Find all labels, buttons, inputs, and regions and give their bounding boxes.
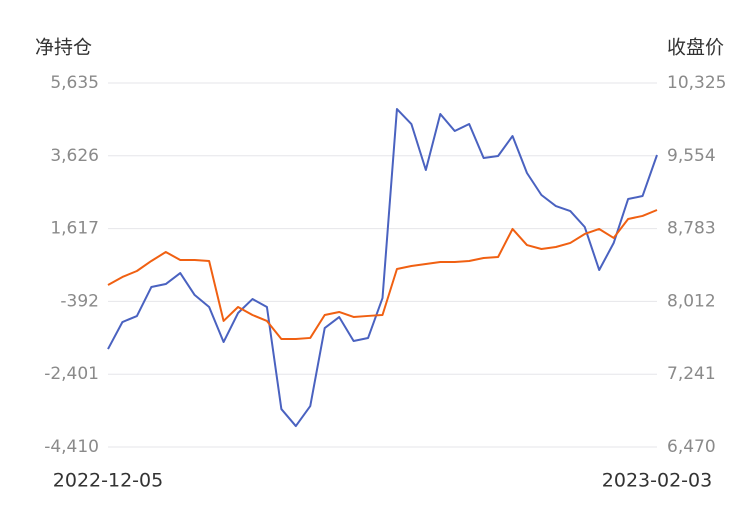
x-tick-label: 2023-02-03: [602, 470, 712, 492]
y-tick-label: -392: [60, 291, 99, 311]
y-axis-title: 净持仓: [35, 37, 92, 59]
y2-tick-label: 6,470: [667, 437, 716, 457]
y2-tick-label: 8,012: [667, 291, 716, 311]
x-tick-label: 2022-12-05: [53, 470, 163, 492]
y2-tick-label: 7,241: [667, 364, 716, 384]
y2-tick-label: 8,783: [667, 219, 716, 239]
y-tick-label: 5,635: [50, 73, 99, 93]
y2-tick-label: 9,554: [667, 146, 716, 166]
y-tick-label: 1,617: [50, 219, 99, 239]
line-series: [107, 108, 658, 428]
y2-axis-title: 收盘价: [667, 37, 724, 59]
line-series: [107, 209, 658, 340]
y-tick-label: -4,410: [44, 437, 99, 457]
y2-tick-label: 10,325: [667, 73, 726, 93]
y-tick-label: -2,401: [44, 364, 99, 384]
y-tick-label: 3,626: [50, 146, 99, 166]
